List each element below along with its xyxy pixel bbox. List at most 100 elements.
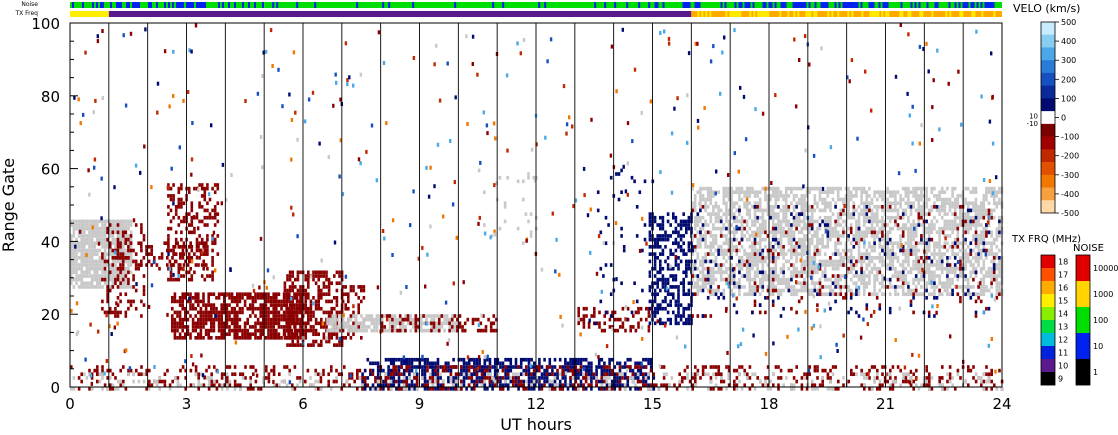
- region-mid-grey-red-13-15h: [577, 306, 653, 333]
- x-tick-label-18: 18: [759, 395, 778, 413]
- txfreq-tick-label-8: 10: [1058, 362, 1068, 371]
- velocity-small-label-1: -10: [1027, 120, 1038, 128]
- noise-tick-label-1: 1000: [1093, 290, 1113, 299]
- velocity-colorbar: 500 400 300 200 100 0 -100 -200 -300 -400 -500 10-1…: [1027, 18, 1080, 218]
- region-red-band-1-2-3-5h: [116, 241, 208, 271]
- txfreq-strip-label: TX Freq: [14, 10, 38, 17]
- region-blue-arc-13-5-15h: [594, 168, 655, 326]
- top-strips: [70, 2, 1002, 17]
- noise-colorbar-cell-2: [1076, 307, 1090, 334]
- txfreq-colorbar-cell-6: [1041, 333, 1055, 347]
- y-tick-label-60: 60: [41, 161, 60, 179]
- noise-tick-label-0: 10000: [1093, 264, 1118, 273]
- noise-tick-label-3: 10: [1093, 342, 1103, 351]
- txfreq-colorbar-cell-4: [1041, 307, 1055, 321]
- velocity-colorbar-cell-1: [1041, 34, 1055, 48]
- velocity-small-label-0: 10: [1029, 113, 1038, 121]
- x-tick-label-0: 0: [65, 395, 75, 413]
- txfreq-tick-label-0: 18: [1058, 258, 1068, 267]
- noise-strip-label: Noise: [21, 1, 38, 8]
- velocity-colorbar-cell-7: [1041, 111, 1055, 125]
- noise-colorbar-cell-4: [1076, 359, 1090, 386]
- txfreq-colorbar-cell-2: [1041, 281, 1055, 295]
- hour-marker-lines: [108, 23, 964, 387]
- noise-strip-segment-0: [70, 2, 265, 8]
- noise-tick-label-2: 100: [1093, 316, 1108, 325]
- txfreq-colorbar-cell-0: [1041, 255, 1055, 269]
- velocity-colorbar-title: VELO (km/s): [1013, 2, 1080, 15]
- velocity-colorbar-cell-8: [1041, 123, 1055, 137]
- region-blue-spike-15h: [648, 212, 693, 326]
- velocity-tick-label-6: -100: [1061, 133, 1079, 142]
- txfreq-colorbar-frame: [1040, 254, 1056, 386]
- sparse-echoes: [70, 23, 999, 386]
- velocity-colorbar-cell-2: [1041, 47, 1055, 61]
- y-axis: 0 20 40 60 80 100: [31, 15, 78, 397]
- txfreq-tick-label-6: 12: [1058, 336, 1068, 345]
- x-tick-label-9: 9: [415, 395, 425, 413]
- txfreq-tick-label-9: 9: [1058, 375, 1063, 384]
- txfreq-tick-label-4: 14: [1058, 310, 1068, 319]
- txfreq-colorbar-cell-1: [1041, 268, 1055, 282]
- y-tick-label-20: 20: [41, 306, 60, 324]
- velocity-colorbar-cell-9: [1041, 136, 1055, 150]
- noise-colorbar-cell-3: [1076, 333, 1090, 360]
- x-tick-label-3: 3: [182, 395, 192, 413]
- noise-colorbar-title: NOISE: [1073, 243, 1104, 254]
- x-axis: 0 3 6 9 12 15 18 21 24: [65, 379, 1012, 413]
- noise-strip-segment-2: [652, 2, 1002, 8]
- velocity-colorbar-cell-5: [1041, 85, 1055, 99]
- velocity-colorbar-cell-6: [1041, 98, 1055, 112]
- velocity-colorbar-cell-11: [1041, 162, 1055, 176]
- txfreq-colorbar: 18 17 16 15 14 13 12 11 10 9: [1040, 254, 1068, 386]
- txfreq-tick-label-3: 15: [1058, 297, 1068, 306]
- velocity-tick-label-5: 0: [1061, 114, 1066, 123]
- noise-colorbar-frame: [1075, 254, 1091, 386]
- velocity-colorbar-cell-14: [1041, 200, 1055, 214]
- velocity-colorbar-cell-0: [1041, 22, 1055, 36]
- velocity-tick-label-7: -200: [1061, 152, 1079, 161]
- noise-colorbar-cell-0: [1076, 255, 1090, 282]
- txfreq-colorbar-title: TX FRQ (MHz): [1011, 234, 1081, 245]
- noise-colorbar-cell-1: [1076, 281, 1090, 308]
- txfreq-tick-label-2: 16: [1058, 284, 1068, 293]
- txfreq-colorbar-cell-5: [1041, 320, 1055, 334]
- txfreq-colorbar-cell-3: [1041, 294, 1055, 308]
- noise-tick-label-4: 1: [1093, 368, 1098, 377]
- txfreq-colorbar-cell-9: [1041, 372, 1055, 386]
- velocity-colorbar-cell-10: [1041, 149, 1055, 163]
- velocity-colorbar-cell-13: [1041, 187, 1055, 201]
- x-axis-label: UT hours: [500, 415, 572, 434]
- y-axis-label: Range Gate: [0, 158, 18, 252]
- txfreq-strip-segment-0: [70, 11, 109, 17]
- velocity-tick-label-10: -500: [1061, 209, 1079, 218]
- region-late-blue-sprinkle: [691, 205, 1001, 318]
- txfreq-colorbar-cell-8: [1041, 359, 1055, 373]
- noise-colorbar: 10000 1000 100 10 1: [1075, 254, 1118, 386]
- velocity-tick-label-9: -400: [1061, 190, 1079, 199]
- txfreq-tick-label-7: 11: [1058, 349, 1068, 358]
- x-tick-label-12: 12: [526, 395, 545, 413]
- y-tick-label-40: 40: [41, 233, 60, 251]
- txfreq-colorbar-cell-7: [1041, 346, 1055, 360]
- velocity-tick-label-3: 200: [1061, 75, 1076, 84]
- velocity-colorbar-cell-4: [1041, 72, 1055, 86]
- txfreq-tick-label-5: 13: [1058, 323, 1068, 332]
- noise-strip-segment-1: [264, 2, 653, 8]
- x-tick-label-6: 6: [298, 395, 308, 413]
- x-tick-label-24: 24: [992, 395, 1011, 413]
- y-tick-label-100: 100: [31, 15, 60, 33]
- region-dense-red-band: [171, 292, 304, 340]
- x-tick-label-15: 15: [643, 395, 662, 413]
- velocity-tick-label-8: -300: [1061, 171, 1079, 180]
- x-tick-label-21: 21: [876, 395, 895, 413]
- txfreq-strip-segment-2: [691, 11, 1002, 17]
- velocity-tick-label-4: 100: [1061, 94, 1076, 103]
- txfreq-strip-segment-1: [108, 11, 692, 17]
- region-early-red-band: [101, 223, 146, 318]
- txfreq-tick-label-1: 17: [1058, 271, 1068, 280]
- y-tick-label-0: 0: [50, 379, 60, 397]
- velocity-colorbar-cell-3: [1041, 60, 1055, 74]
